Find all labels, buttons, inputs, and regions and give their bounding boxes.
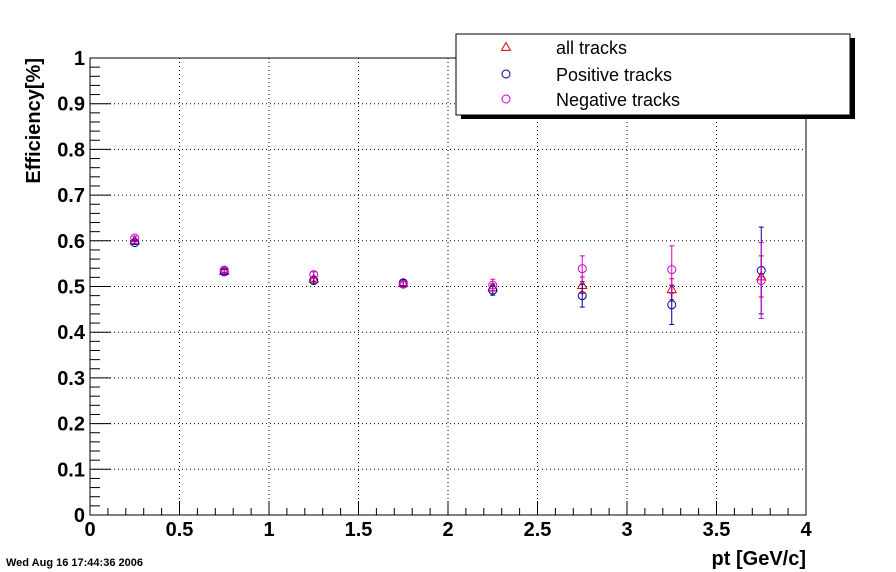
legend-label-positive-tracks: Positive tracks (556, 65, 672, 85)
negative-tracks-marker (756, 276, 766, 286)
y-tick-label: 0.7 (57, 185, 85, 207)
negative-tracks-point (488, 278, 498, 292)
negative-tracks-marker (130, 233, 140, 243)
negative-tracks-point (667, 245, 677, 294)
x-tick-label: 3 (621, 519, 632, 541)
y-tick-label: 0 (74, 505, 85, 527)
positive-tracks-marker (667, 300, 677, 310)
x-tick-label: 2.5 (524, 519, 552, 541)
legend-entry-all-tracks: all tracks (500, 38, 627, 58)
negative-tracks-marker (219, 265, 229, 275)
y-tick-label: 0.6 (57, 231, 85, 253)
y-tick-label: 0.4 (57, 322, 86, 344)
positive-tracks-marker (577, 291, 587, 301)
legend-marker-negative-tracks (501, 94, 511, 104)
grid (90, 58, 806, 515)
negative-tracks-marker (398, 279, 408, 289)
y-tick-label: 0.1 (57, 459, 85, 481)
legend-box (455, 33, 851, 116)
x-tick-label: 1 (263, 519, 274, 541)
x-tick-label: 0 (84, 519, 95, 541)
timestamp: Wed Aug 16 17:44:36 2006 (6, 557, 143, 569)
negative-tracks-point (219, 265, 229, 275)
x-tick-label: 3.5 (703, 519, 731, 541)
legend: all tracks Positive tracks Negative tracks (455, 33, 855, 119)
negative-tracks-point (577, 255, 587, 282)
negative-tracks-marker (667, 265, 677, 275)
y-axis-title: Efficiency[%] (23, 58, 45, 184)
x-tick-label: 4 (800, 519, 812, 541)
legend-label-all-tracks: all tracks (556, 38, 627, 58)
negative-tracks-point (309, 270, 319, 280)
negative-tracks-marker (309, 270, 319, 280)
negative-tracks-point (756, 242, 766, 319)
legend-label-negative-tracks: Negative tracks (556, 90, 680, 110)
legend-entry-negative-tracks: Negative tracks (501, 90, 680, 110)
x-tick-label: 1.5 (345, 519, 373, 541)
y-tick-label: 0.2 (57, 414, 85, 436)
x-tick-label: 0.5 (166, 519, 194, 541)
y-tick-label: 1 (74, 48, 85, 70)
x-tick-labels: 0 0.5 1 1.5 2 2.5 3 3.5 4 (84, 519, 812, 541)
y-tick-labels: 0 0.1 0.2 0.3 0.4 0.5 0.6 0.7 0.8 0.9 1 (57, 48, 86, 527)
legend-marker-positive-tracks (501, 69, 511, 79)
y-tick-label: 0.8 (57, 139, 85, 161)
y-tick-label: 0.3 (57, 368, 85, 390)
data-points (129, 226, 767, 325)
legend-marker-all-tracks (500, 41, 512, 51)
x-axis-title: pt [GeV/c] (712, 548, 806, 570)
negative-tracks-marker (577, 264, 587, 274)
x-tick-label: 2 (442, 519, 453, 541)
y-tick-label: 0.5 (57, 277, 85, 299)
negative-tracks-point (398, 279, 408, 289)
negative-tracks-point (130, 233, 140, 243)
negative-tracks-marker (488, 280, 498, 290)
y-tick-label: 0.9 (57, 94, 85, 116)
legend-entry-positive-tracks: Positive tracks (501, 65, 672, 85)
positive-tracks-point (577, 283, 587, 308)
axis-ticks (89, 57, 807, 516)
